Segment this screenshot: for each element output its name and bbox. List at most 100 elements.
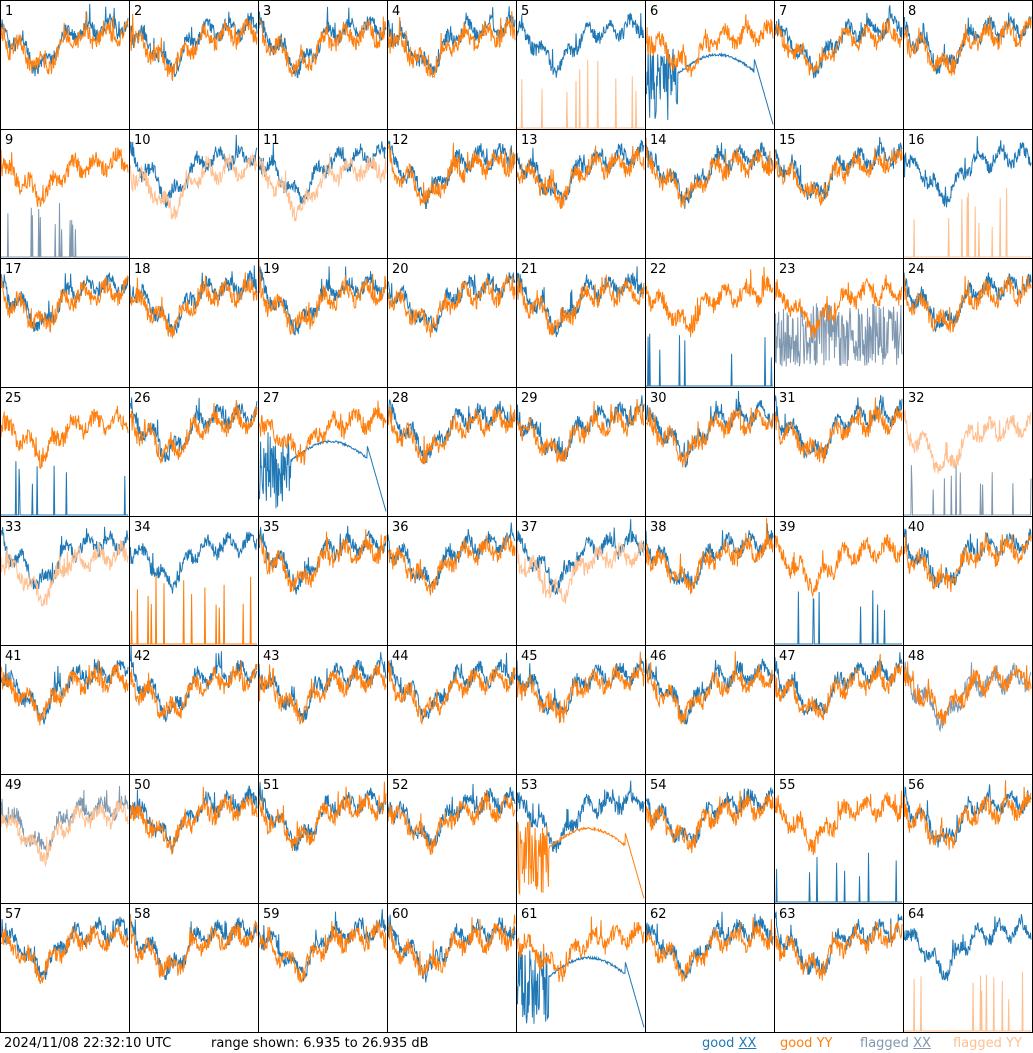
series-good-yy-63 — [775, 921, 903, 981]
series-good-yy-51 — [259, 781, 387, 852]
series-flagged-yy-spikes-16 — [904, 188, 1031, 258]
panel-plot-39 — [775, 534, 903, 645]
panel-8: 8 — [903, 0, 1033, 130]
series-good-yy-59 — [259, 919, 387, 983]
series-good-yy-29 — [517, 398, 645, 464]
series-good-xx-20 — [388, 271, 516, 333]
panel-plot-50 — [130, 785, 258, 855]
panel-number: 50 — [134, 778, 151, 793]
series-drop-yy-53 — [517, 820, 645, 899]
panel-38: 38 — [645, 516, 775, 646]
panel-number: 49 — [5, 778, 22, 793]
panel-11: 11 — [258, 129, 388, 259]
series-good-xx-11 — [259, 141, 387, 205]
panel-number: 15 — [779, 133, 796, 148]
panel-34: 34 — [129, 516, 259, 646]
series-good-yy-36 — [388, 535, 516, 596]
series-good-yy-15 — [775, 147, 903, 206]
panel-17: 17 — [0, 258, 130, 388]
panel-plot-33 — [1, 526, 129, 607]
panel-plot-36 — [388, 522, 516, 596]
panel-7: 7 — [774, 0, 904, 130]
panel-number: 4 — [392, 4, 401, 19]
series-good-xx-57 — [1, 916, 129, 980]
series-good-xx-52 — [388, 783, 516, 849]
legend-good-xx: good XX — [702, 1036, 757, 1051]
panel-1: 1 — [0, 0, 130, 130]
series-good-xx-64 — [904, 914, 1032, 981]
series-good-xx-54 — [646, 787, 774, 847]
panel-plot-16 — [904, 136, 1032, 258]
panel-plot-13 — [517, 139, 645, 210]
panel-plot-25 — [1, 405, 129, 516]
series-good-yy-52 — [388, 789, 516, 856]
panel-28: 28 — [387, 387, 517, 517]
panel-plot-10 — [130, 134, 258, 220]
series-good-xx-spikes-55 — [775, 852, 902, 903]
series-good-yy-9 — [1, 147, 129, 207]
panel-plot-9 — [1, 147, 129, 258]
panel-50: 50 — [129, 774, 259, 904]
panel-41: 41 — [0, 645, 130, 775]
panel-number: 46 — [650, 649, 667, 664]
panel-plot-57 — [1, 916, 129, 985]
panel-number: 36 — [392, 520, 409, 535]
series-flagged-yy-32 — [904, 409, 1032, 474]
panel-40: 40 — [903, 516, 1033, 646]
panel-plot-54 — [646, 787, 774, 854]
panel-number: 52 — [392, 778, 409, 793]
series-good-yy-7 — [775, 18, 903, 76]
panel-plot-32 — [904, 409, 1032, 516]
series-good-xx-38 — [646, 523, 774, 590]
panel-49: 49 — [0, 774, 130, 904]
panel-plot-51 — [259, 781, 387, 852]
series-good-yy-18 — [130, 272, 258, 339]
panel-24: 24 — [903, 258, 1033, 388]
series-good-yy-43 — [259, 664, 387, 725]
panel-number: 26 — [134, 391, 151, 406]
panel-61: 61 — [516, 903, 646, 1033]
panel-plot-61 — [517, 916, 645, 1028]
panel-plot-63 — [775, 911, 903, 981]
panel-63: 63 — [774, 903, 904, 1033]
panel-number: 32 — [908, 391, 925, 406]
panel-15: 15 — [774, 129, 904, 259]
series-good-xx-36 — [388, 522, 516, 590]
series-good-yy-20 — [388, 274, 516, 338]
panel-6: 6 — [645, 0, 775, 130]
panel-number: 19 — [263, 262, 280, 277]
panel-number: 14 — [650, 133, 667, 148]
series-good-yy-14 — [646, 137, 774, 208]
panel-number: 48 — [908, 649, 925, 664]
series-good-yy-42 — [130, 660, 258, 719]
panel-number: 7 — [779, 4, 788, 19]
panel-33: 33 — [0, 516, 130, 646]
panel-16: 16 — [903, 129, 1033, 259]
series-flagged-xx-spikes-9 — [1, 203, 128, 258]
panel-plot-20 — [388, 271, 516, 338]
panel-plot-56 — [904, 780, 1032, 850]
panel-plot-49 — [1, 785, 129, 868]
series-good-xx-spikes-22 — [646, 333, 773, 387]
series-good-xx-8 — [904, 12, 1032, 75]
panel-number: 10 — [134, 133, 151, 148]
series-good-yy-38 — [646, 517, 774, 595]
panel-number: 27 — [263, 391, 280, 406]
series-good-xx-12 — [388, 140, 516, 209]
panel-number: 21 — [521, 262, 538, 277]
panel-plot-29 — [517, 395, 645, 464]
panel-number: 60 — [392, 907, 409, 922]
panel-number: 30 — [650, 391, 667, 406]
series-good-xx-5 — [517, 12, 645, 78]
panel-2: 2 — [129, 0, 259, 130]
series-good-yy-22 — [646, 266, 774, 338]
series-good-yy-41 — [1, 659, 129, 726]
series-good-xx-4 — [388, 6, 516, 75]
series-good-yy-17 — [1, 274, 129, 334]
panel-plot-19 — [259, 259, 387, 336]
panel-number: 57 — [5, 907, 22, 922]
panel-10: 10 — [129, 129, 259, 259]
panel-plot-37 — [517, 519, 645, 604]
series-good-yy-25 — [1, 405, 129, 470]
series-good-yy-21 — [517, 274, 645, 336]
